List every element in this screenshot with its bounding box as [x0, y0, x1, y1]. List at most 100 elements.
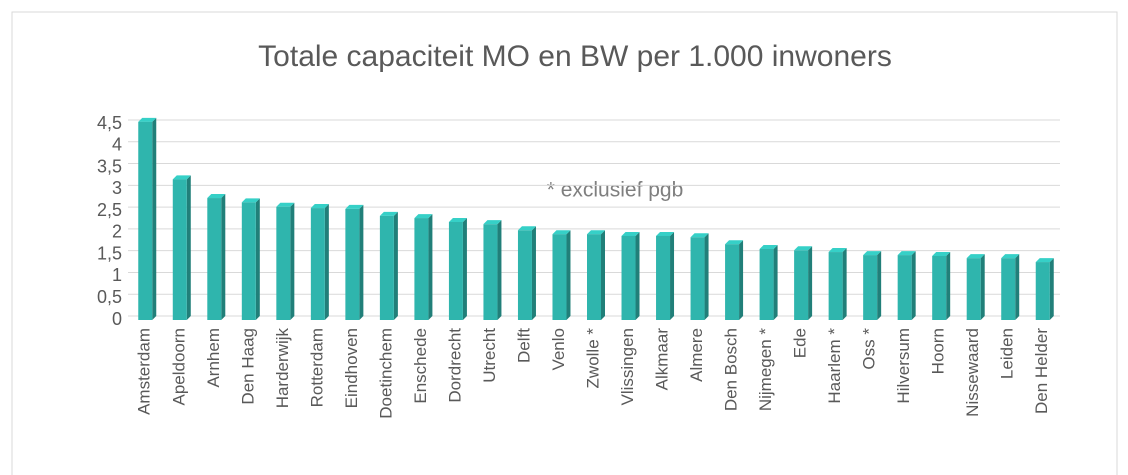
bar [932, 255, 947, 320]
bar-side [393, 211, 398, 320]
bar-top [587, 230, 605, 235]
bar [966, 258, 981, 320]
bar-side [290, 202, 295, 320]
x-tick-label: Vlissingen [618, 328, 637, 406]
bar-side [911, 251, 916, 320]
bar [690, 237, 705, 320]
bar [656, 235, 671, 320]
bar-top [725, 240, 744, 245]
bar [587, 234, 601, 320]
y-tick-label: 4 [112, 135, 122, 155]
x-tick-label: Nissewaard [963, 328, 982, 417]
bar-top [552, 230, 571, 235]
x-tick-label: Doetinchem [376, 328, 395, 419]
y-tick-label: 3,5 [97, 156, 122, 176]
bar-top [794, 246, 813, 251]
x-tick-label: Venlo [549, 328, 568, 371]
bar [863, 255, 878, 320]
x-tick-label: Haarlem * [825, 328, 844, 404]
bar-top [932, 251, 951, 256]
bar-top [276, 202, 295, 207]
bar [1001, 258, 1016, 320]
bar-side [670, 231, 675, 320]
bar [725, 244, 740, 320]
bar-top [379, 211, 398, 216]
y-tick-label: 0,5 [97, 287, 122, 307]
bar-top [483, 220, 502, 225]
bar-top [656, 231, 675, 236]
bar-side [842, 248, 847, 320]
bar-top [414, 214, 433, 219]
chart-title: Totale capaciteit MO en BW per 1.000 inw… [258, 40, 892, 73]
bar-top [345, 204, 364, 209]
x-tick-label: Oss * [860, 328, 879, 370]
bar-top [241, 198, 260, 203]
bar [794, 250, 809, 320]
x-tick-label: Enschede [411, 328, 430, 404]
x-tick-label: Eindhoven [342, 328, 361, 408]
y-tick-label: 1,5 [97, 243, 122, 263]
x-tick-label: Utrecht [480, 328, 499, 383]
x-tick-label: Apeldoorn [169, 328, 188, 406]
bar [310, 208, 325, 320]
bar-side [1049, 258, 1054, 320]
bar-top [828, 248, 847, 253]
bar-side [635, 231, 640, 320]
bar [241, 202, 256, 320]
bar-side [946, 251, 951, 320]
y-tick-label: 2 [112, 222, 122, 242]
bar-side [601, 230, 605, 320]
x-tick-label: Harderwijk [273, 328, 292, 409]
bar-side [428, 214, 433, 320]
bar [759, 249, 774, 320]
bar-top [517, 226, 536, 231]
x-tick-label: Amsterdam [135, 328, 154, 415]
x-tick-label: Rotterdam [307, 328, 326, 407]
bar-side [324, 204, 329, 320]
bar [379, 215, 394, 320]
bar-top [1035, 258, 1054, 263]
bar-side [359, 204, 364, 320]
bar-side [531, 226, 536, 320]
bar [172, 179, 187, 320]
bar-side [808, 246, 813, 320]
bar-side [1015, 254, 1020, 320]
y-tick-label: 3 [112, 178, 122, 198]
x-tick-label: Zwolle * [583, 328, 602, 389]
bar [621, 235, 636, 320]
bar-side [739, 240, 744, 320]
y-tick-label: 4,5 [97, 113, 122, 133]
bar-top [621, 231, 640, 236]
x-tick-label: Almere [687, 328, 706, 382]
y-tick-label: 1 [112, 265, 122, 285]
x-tick-label: Hoorn [929, 328, 948, 374]
bar-top [863, 251, 882, 256]
bar-side [221, 194, 226, 320]
bar-top [966, 254, 985, 259]
bar-side [462, 218, 467, 320]
bar-side [255, 198, 260, 320]
bar-side [980, 254, 985, 320]
bar [552, 234, 567, 320]
x-tick-label: Den Bosch [722, 328, 741, 411]
bar-top [207, 194, 226, 199]
bar [483, 224, 498, 320]
bar-side [773, 245, 778, 320]
x-tick-label: Dordrecht [445, 328, 464, 403]
bar [207, 198, 222, 320]
bar-top [138, 117, 157, 122]
x-tick-label: Nijmegen * [756, 328, 775, 412]
y-tick-label: 0 [112, 309, 122, 329]
x-tick-label: Arnhem [204, 328, 223, 388]
bar-top [1001, 254, 1020, 259]
bar-side [186, 175, 191, 320]
bar-top [759, 245, 778, 250]
bar-side [152, 117, 157, 320]
bar-side [877, 251, 882, 320]
x-tick-label: Hilversum [894, 328, 913, 404]
x-tick-label: Leiden [998, 328, 1017, 379]
x-tick-label: Alkmaar [653, 328, 672, 391]
bar-top [172, 175, 191, 180]
bar-top [448, 218, 467, 222]
